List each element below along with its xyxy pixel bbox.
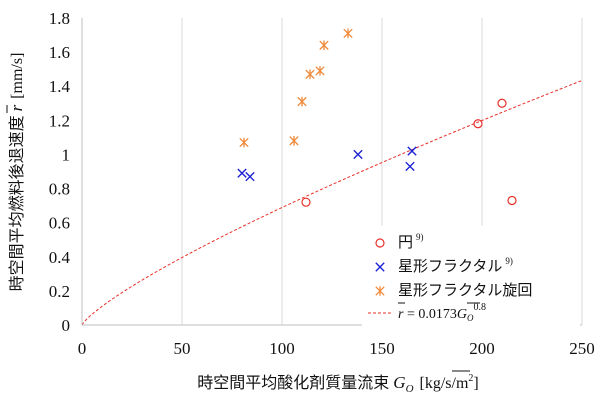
y-axis-title-group: 時空間平均燃料後退速度r[mm/s] (7, 53, 26, 292)
point-asterisk-6 (343, 28, 353, 39)
point-asterisk-3 (305, 69, 315, 80)
x-tick-label-150: 150 (369, 339, 395, 358)
data-points (237, 28, 517, 207)
legend-label-fit: r = 0.0173GO0.8 (398, 302, 486, 323)
legend-marker-asterisk (375, 286, 385, 296)
y-tick-label-1_8: 1.8 (49, 9, 70, 28)
legend-label-star-fractal-swirl: 星形フラクタル旋回 (398, 281, 532, 299)
x-tick-label-250: 250 (569, 339, 595, 358)
legend-marker-circle (375, 238, 385, 248)
point-circle-3 (507, 195, 517, 206)
x-tick-label-50: 50 (174, 339, 191, 358)
fit-curve (81, 80, 583, 326)
y-tick-label-0_2: 0.2 (49, 282, 70, 301)
legend-marker-x (375, 262, 385, 272)
fit-curve-layer (81, 80, 583, 326)
point-asterisk-5 (319, 40, 329, 51)
point-asterisk-2 (297, 96, 307, 107)
legend-label-circle: 円 9) (398, 232, 424, 251)
point-asterisk-4 (315, 66, 325, 76)
x-tick-label-0: 0 (78, 339, 87, 358)
y-tick-label-0_8: 0.8 (49, 180, 70, 199)
legend-label-star-fractal: 星形フラクタル 9) (398, 256, 513, 275)
x-axis-title: 時空間平均酸化剤質量流束 GO [kg/s/m2] (197, 373, 478, 395)
legend-markers (368, 238, 392, 314)
point-circle-0 (301, 197, 311, 207)
y-tick-label-1_6: 1.6 (49, 43, 70, 62)
tick-labels: 0 50 100 150 200 250 0 0.2 0.4 0.6 0.8 1 1.2 1.4 1.6 1.… (49, 9, 595, 358)
point-circle-2 (497, 98, 507, 108)
point-x-2 (353, 149, 363, 160)
y-tick-label-0_4: 0.4 (49, 248, 71, 267)
point-x-3 (405, 161, 415, 172)
y-tick-label-0_6: 0.6 (49, 214, 70, 233)
legend-background (362, 226, 580, 326)
point-asterisk-1 (289, 136, 299, 146)
y-axis-title: 時空間平均燃料後退速度r[mm/s] (7, 53, 26, 292)
y-tick-label-0: 0 (62, 316, 71, 335)
point-asterisk-0 (239, 137, 249, 148)
y-tick-label-1_2: 1.2 (49, 111, 70, 130)
x-tick-label-200: 200 (469, 339, 495, 358)
point-circle-1 (473, 119, 483, 129)
point-x-0 (237, 168, 247, 178)
x-tick-label-100: 100 (269, 339, 295, 358)
y-tick-label-1_4: 1.4 (49, 77, 71, 96)
point-x-1 (245, 171, 255, 182)
y-tick-label-1: 1 (62, 145, 71, 164)
legend: 円 9) 星形フラクタル 9) 星形フラクタル旋回 r = 0.0173GO0.8 (362, 226, 580, 326)
point-x-4 (407, 146, 417, 156)
